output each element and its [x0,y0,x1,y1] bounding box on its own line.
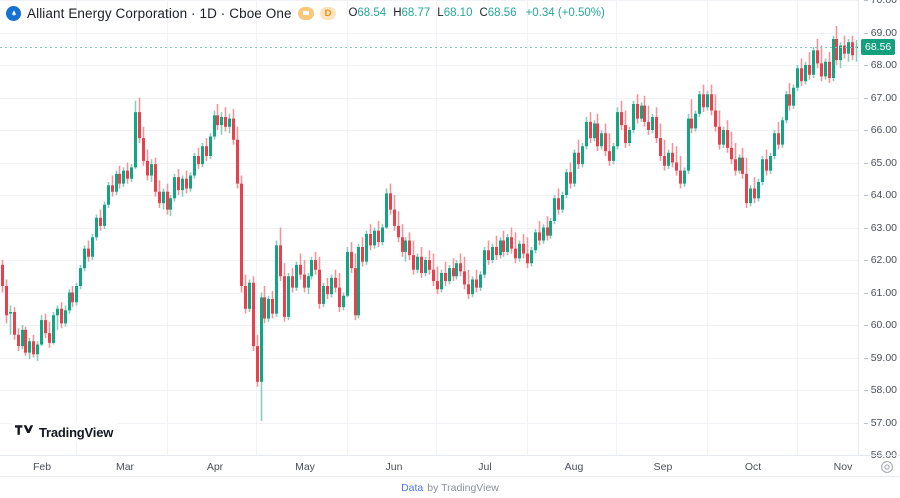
price-tick: 66.00 [863,124,897,136]
price-tick: 60.00 [863,319,897,331]
time-tick: Oct [744,461,762,473]
last-price-line [0,47,858,48]
watermark-label: TradingView [39,424,114,440]
price-tick: 65.00 [863,156,897,169]
price-tick: 57.00 [863,416,897,429]
low-key: L [437,7,444,19]
time-tick: Aug [564,461,584,473]
close-value: C68.56 [479,7,517,19]
tradingview-logo-icon [15,423,34,441]
price-tick: 68.00 [863,59,897,71]
time-tick: Apr [206,461,224,473]
price-tick: 58.00 [863,384,897,396]
time-tick: Sep [653,461,673,473]
price-tick: 69.00 [863,26,897,39]
chart-legend: Alliant Energy Corporation · 1D · Cboe O… [0,0,605,26]
change-value: +0.34 (+0.50%) [525,7,605,19]
time-tick: Jul [478,461,492,473]
price-tick: 62.00 [863,254,897,266]
time-tick: May [295,461,315,473]
price-tick: 64.00 [863,189,897,201]
chart-plot-area[interactable] [0,0,858,455]
time-axis[interactable]: Feb Mar Apr May Jun Jul Aug Sep Oct Nov [0,455,900,477]
price-tick: 63.00 [863,221,897,234]
open-key: O [348,7,358,19]
time-tick: Nov [833,461,853,473]
high-key: H [393,7,402,19]
candle-style-icon[interactable] [297,6,314,20]
interval-badge[interactable]: D [319,6,337,20]
symbol-title[interactable]: Alliant Energy Corporation · 1D · Cboe O… [27,5,292,21]
chart-attribution: Data by TradingView [0,477,900,498]
price-tick: 67.00 [863,91,897,104]
time-tick: Jun [385,461,403,473]
price-tick: 70.00 [863,0,897,6]
tradingview-watermark: TradingView [8,421,123,443]
ohlc-readout: O68.54 H68.77 L68.10 C68.56 +0.34 (+0.50… [348,7,604,19]
data-link[interactable]: Data [401,481,424,494]
price-tick: 59.00 [863,351,897,364]
price-tick: 61.00 [863,286,897,299]
attribution-suffix: by TradingView [427,481,499,494]
time-tick: Mar [115,461,135,473]
last-price-badge[interactable]: 68.56 [861,38,896,55]
low-value: L68.10 [437,7,473,19]
open-value: O68.54 [348,7,387,19]
alliant-energy-logo-icon [6,5,21,21]
high-value: H68.77 [393,7,431,19]
close-key: C [479,7,488,19]
axis-settings-icon[interactable] [880,460,894,474]
candlestick-series [1,26,858,421]
price-axis[interactable]: 70.00 69.00 68.00 67.00 66.00 65.00 64.00 63.00… [858,0,900,461]
time-tick: Feb [32,461,52,473]
